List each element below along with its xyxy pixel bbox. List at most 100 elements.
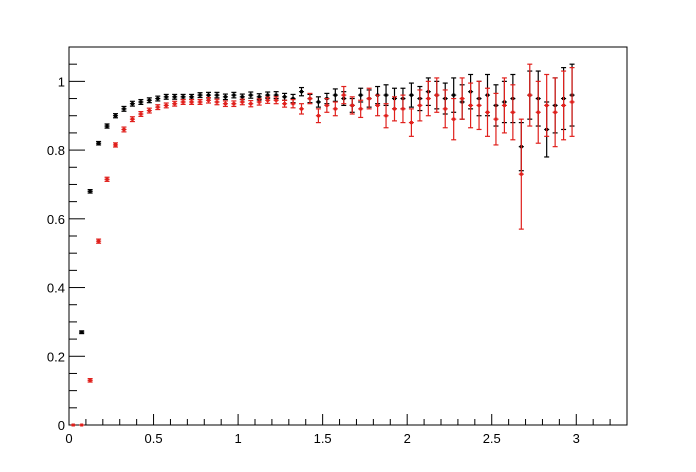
marker [274, 98, 278, 102]
marker [257, 100, 261, 104]
data-point [231, 100, 237, 108]
marker [114, 143, 117, 147]
marker [519, 172, 523, 176]
marker [316, 114, 320, 118]
marker [249, 102, 253, 106]
data-point [298, 86, 305, 97]
data-point [298, 103, 305, 115]
marker [384, 114, 388, 118]
data-point [112, 142, 119, 148]
y-tick-label: 1 [58, 74, 65, 89]
data-point [425, 80, 431, 117]
data-point [476, 80, 482, 131]
marker [325, 103, 329, 107]
data-point [544, 73, 550, 137]
data-point [484, 87, 491, 137]
data-point [324, 97, 330, 113]
marker [105, 124, 109, 128]
marker [80, 423, 84, 427]
data-point [87, 189, 93, 194]
data-point [197, 98, 203, 105]
marker [452, 117, 456, 121]
series-1 [70, 63, 575, 427]
marker [486, 110, 489, 114]
marker [300, 107, 303, 111]
marker [139, 100, 143, 104]
marker [316, 100, 320, 104]
marker [190, 95, 194, 99]
marker [88, 378, 92, 382]
data-point [222, 100, 228, 108]
marker [215, 100, 219, 104]
marker [359, 93, 363, 97]
marker [130, 102, 134, 106]
marker [443, 107, 447, 111]
data-point [468, 82, 474, 129]
data-point [501, 77, 507, 134]
marker [173, 95, 177, 99]
marker [232, 93, 236, 97]
data-point [315, 96, 321, 108]
marker [240, 100, 244, 104]
x-tick-label: 3 [573, 431, 580, 446]
data-point [172, 93, 178, 100]
data-point [569, 67, 575, 137]
data-point [417, 89, 423, 122]
marker [122, 107, 126, 111]
data-point [527, 63, 533, 127]
x-tick-label: 1.5 [314, 431, 332, 446]
marker [477, 103, 481, 107]
marker [147, 98, 151, 102]
data-point [180, 93, 186, 100]
marker [164, 103, 168, 107]
marker [215, 93, 219, 97]
marker [156, 97, 160, 101]
x-tick-label: 2 [404, 431, 411, 446]
marker [173, 102, 177, 106]
data-point [451, 97, 457, 141]
data-point [358, 99, 364, 119]
data-point [96, 238, 102, 244]
y-tick-label: 0.8 [47, 143, 65, 158]
marker [553, 110, 557, 114]
marker [300, 90, 303, 94]
marker [426, 97, 430, 101]
marker [376, 103, 380, 107]
marker [249, 93, 253, 97]
marker [393, 107, 396, 111]
marker [401, 107, 405, 111]
data-point [493, 92, 499, 146]
marker [266, 98, 270, 102]
y-tick-label: 0.4 [47, 281, 65, 296]
marker [333, 107, 337, 111]
data-point [535, 80, 541, 144]
marker [181, 100, 185, 104]
data-point [155, 95, 161, 102]
series-layer [70, 63, 575, 427]
data-point [121, 105, 127, 112]
x-tick-label: 0.5 [145, 431, 163, 446]
marker [291, 97, 295, 101]
data-point [248, 100, 254, 108]
marker [359, 107, 363, 111]
data-point [239, 98, 245, 106]
x-tick-label: 2.5 [483, 431, 501, 446]
data-point [129, 100, 135, 107]
marker [181, 95, 185, 99]
data-point [231, 91, 237, 99]
marker [122, 127, 126, 131]
data-point [552, 77, 558, 148]
data-point [434, 77, 440, 113]
y-tick-label: 0.2 [47, 349, 65, 364]
marker [164, 95, 168, 99]
marker [114, 114, 117, 118]
data-point [375, 94, 381, 117]
marker [283, 95, 287, 99]
marker [198, 93, 202, 97]
data-point [214, 98, 220, 106]
data-point [315, 108, 321, 124]
data-point [383, 84, 389, 107]
marker [409, 121, 413, 125]
marker [207, 93, 210, 97]
data-point [205, 96, 212, 104]
